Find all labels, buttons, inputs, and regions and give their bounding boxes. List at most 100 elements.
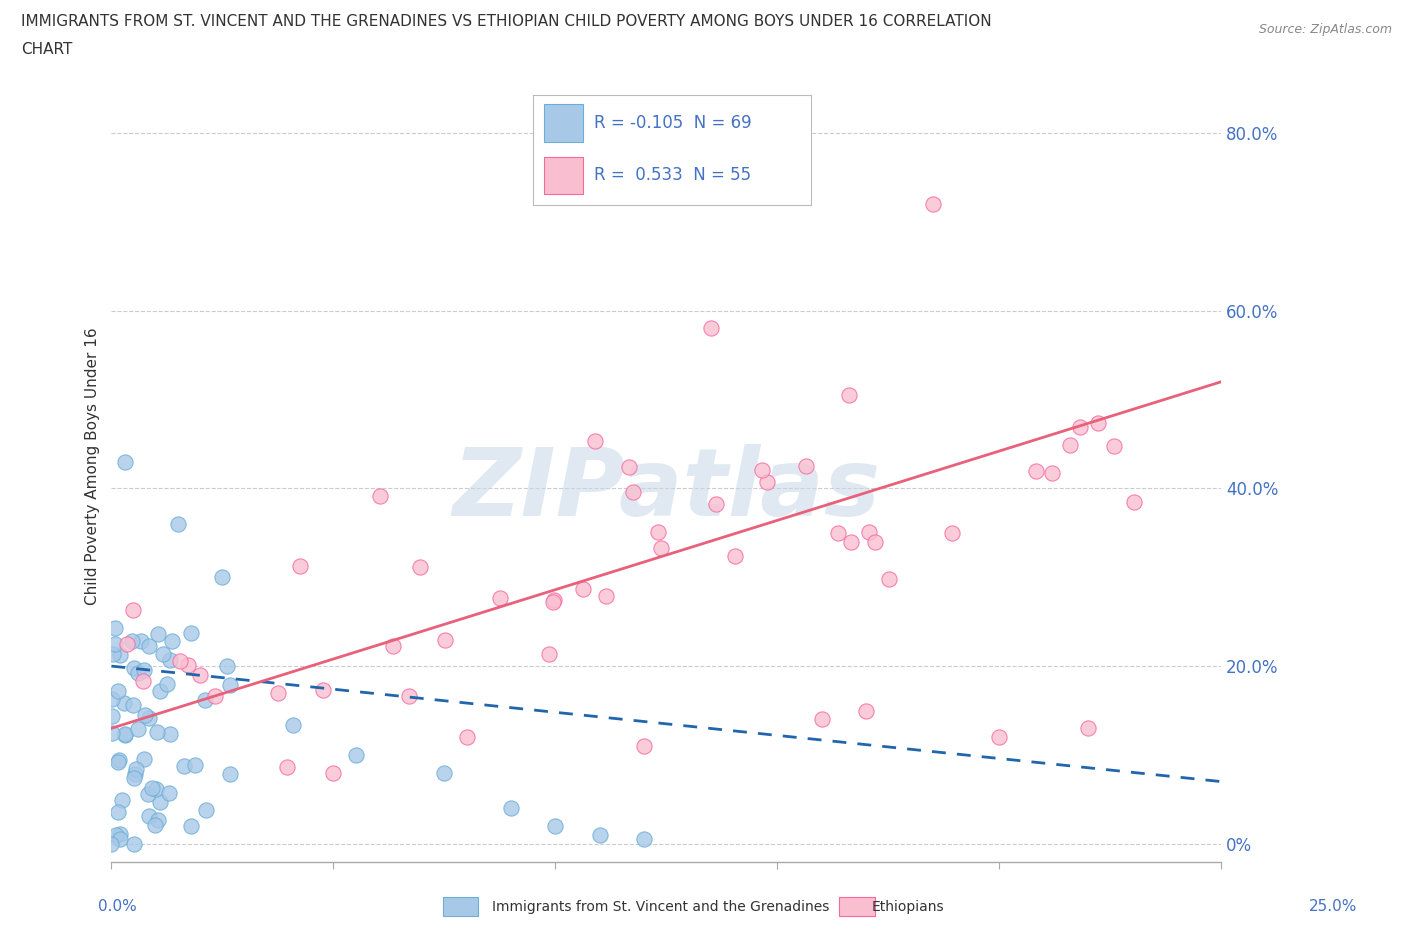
- Point: [149, 684, 172, 698]
- Point: [283, 718, 305, 733]
- Point: [322, 765, 344, 780]
- Point: [121, 633, 143, 648]
- Text: 25.0%: 25.0%: [1309, 899, 1357, 914]
- Point: [108, 648, 131, 663]
- Point: [152, 646, 174, 661]
- Point: [100, 836, 122, 851]
- Point: [127, 666, 149, 681]
- Point: [541, 594, 564, 609]
- Point: [125, 762, 148, 777]
- Point: [122, 836, 145, 851]
- Point: [194, 693, 217, 708]
- Point: [132, 673, 155, 688]
- Text: 0.0%: 0.0%: [98, 899, 138, 914]
- Point: [104, 828, 127, 843]
- Point: [146, 813, 169, 828]
- Point: [499, 801, 522, 816]
- Text: Ethiopians: Ethiopians: [872, 899, 945, 914]
- Point: [180, 818, 202, 833]
- Point: [183, 758, 205, 773]
- Point: [921, 196, 943, 211]
- Point: [112, 696, 135, 711]
- Text: Immigrants from St. Vincent and the Grenadines: Immigrants from St. Vincent and the Gren…: [492, 899, 830, 914]
- Point: [122, 660, 145, 675]
- Point: [108, 827, 131, 842]
- Point: [122, 603, 145, 618]
- Point: [409, 559, 432, 574]
- Point: [138, 711, 160, 725]
- Point: [219, 678, 242, 693]
- Point: [188, 668, 211, 683]
- Point: [794, 458, 817, 473]
- Point: [111, 793, 134, 808]
- Point: [633, 738, 655, 753]
- Point: [117, 637, 139, 652]
- Point: [810, 712, 832, 727]
- Point: [1087, 415, 1109, 430]
- Point: [544, 818, 567, 833]
- Point: [276, 759, 298, 774]
- Point: [101, 692, 124, 707]
- Point: [215, 658, 238, 673]
- Point: [617, 459, 640, 474]
- Point: [156, 676, 179, 691]
- Point: [145, 782, 167, 797]
- Point: [194, 803, 217, 817]
- Point: [595, 589, 617, 604]
- Point: [132, 751, 155, 766]
- Point: [290, 558, 312, 573]
- Point: [724, 549, 747, 564]
- Point: [543, 592, 565, 607]
- Text: CHART: CHART: [21, 42, 73, 57]
- Point: [134, 707, 156, 722]
- Point: [751, 463, 773, 478]
- Point: [1040, 465, 1063, 480]
- Point: [583, 433, 606, 448]
- Point: [988, 730, 1011, 745]
- Point: [122, 771, 145, 786]
- Point: [488, 591, 510, 605]
- Point: [650, 540, 672, 555]
- Point: [107, 804, 129, 819]
- Point: [344, 748, 367, 763]
- Point: [167, 516, 190, 531]
- Point: [169, 653, 191, 668]
- Point: [103, 647, 125, 662]
- Point: [538, 646, 561, 661]
- Point: [114, 726, 136, 741]
- Point: [149, 794, 172, 809]
- Point: [398, 688, 420, 703]
- Point: [101, 725, 124, 740]
- Point: [141, 780, 163, 795]
- Point: [1122, 495, 1144, 510]
- Point: [571, 581, 593, 596]
- Point: [1069, 419, 1091, 434]
- Point: [219, 766, 242, 781]
- Point: [433, 765, 456, 780]
- Point: [456, 730, 478, 745]
- Point: [177, 658, 200, 672]
- Point: [180, 625, 202, 640]
- Point: [1104, 439, 1126, 454]
- Point: [127, 722, 149, 737]
- Point: [863, 535, 886, 550]
- Point: [159, 653, 181, 668]
- Point: [839, 535, 862, 550]
- Y-axis label: Child Poverty Among Boys Under 16: Child Poverty Among Boys Under 16: [86, 327, 100, 605]
- Point: [858, 525, 880, 539]
- Text: Source: ZipAtlas.com: Source: ZipAtlas.com: [1258, 23, 1392, 36]
- Point: [107, 752, 129, 767]
- Point: [838, 387, 860, 402]
- Point: [266, 686, 288, 701]
- Point: [157, 786, 180, 801]
- Point: [129, 634, 152, 649]
- Point: [312, 683, 335, 698]
- Text: ZIPatlas: ZIPatlas: [453, 444, 880, 536]
- Point: [122, 698, 145, 712]
- Point: [1059, 437, 1081, 452]
- Point: [138, 808, 160, 823]
- Point: [941, 525, 963, 540]
- Point: [1025, 464, 1047, 479]
- Point: [855, 703, 877, 718]
- Point: [160, 634, 183, 649]
